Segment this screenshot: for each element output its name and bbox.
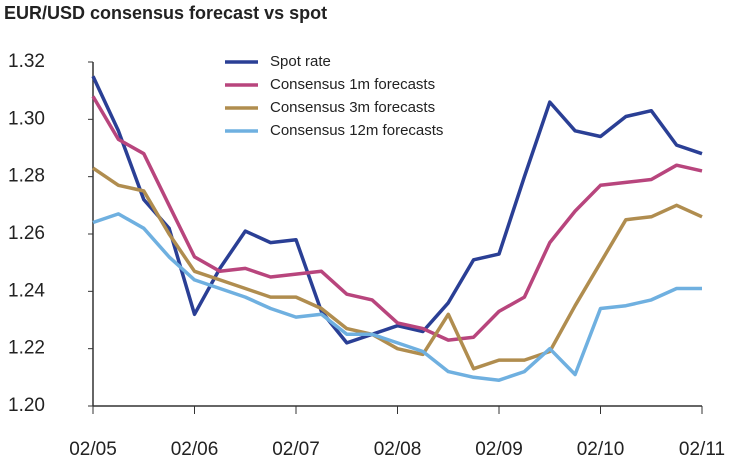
x-tick-label: 02/06 [171,439,219,460]
series-line [92,212,702,382]
y-tick-label: 1.26 [8,223,45,244]
legend-label: Spot rate [270,53,331,70]
x-tick-label: 02/05 [69,439,117,460]
legend-label: Consensus 1m forecasts [270,76,435,93]
y-tick-label: 1.20 [8,395,45,416]
chart-title: EUR/USD consensus forecast vs spot [4,3,327,23]
y-tick-label: 1.30 [8,108,45,129]
y-tick-label: 1.24 [8,280,45,301]
x-tick-label: 02/07 [272,439,320,460]
legend-label: Consensus 3m forecasts [270,99,435,116]
series-line [91,75,703,345]
x-tick-label: 02/08 [374,439,422,460]
series-line [92,166,703,371]
series-line [91,95,703,342]
y-tick-label: 1.28 [8,166,45,187]
x-tick-label: 02/09 [475,439,523,460]
legend-label: Consensus 12m forecasts [270,122,443,139]
x-tick-label: 02/11 [679,439,725,460]
x-tick-label: 02/10 [577,439,625,460]
y-tick-label: 1.32 [8,51,45,72]
y-tick-label: 1.22 [8,338,45,359]
